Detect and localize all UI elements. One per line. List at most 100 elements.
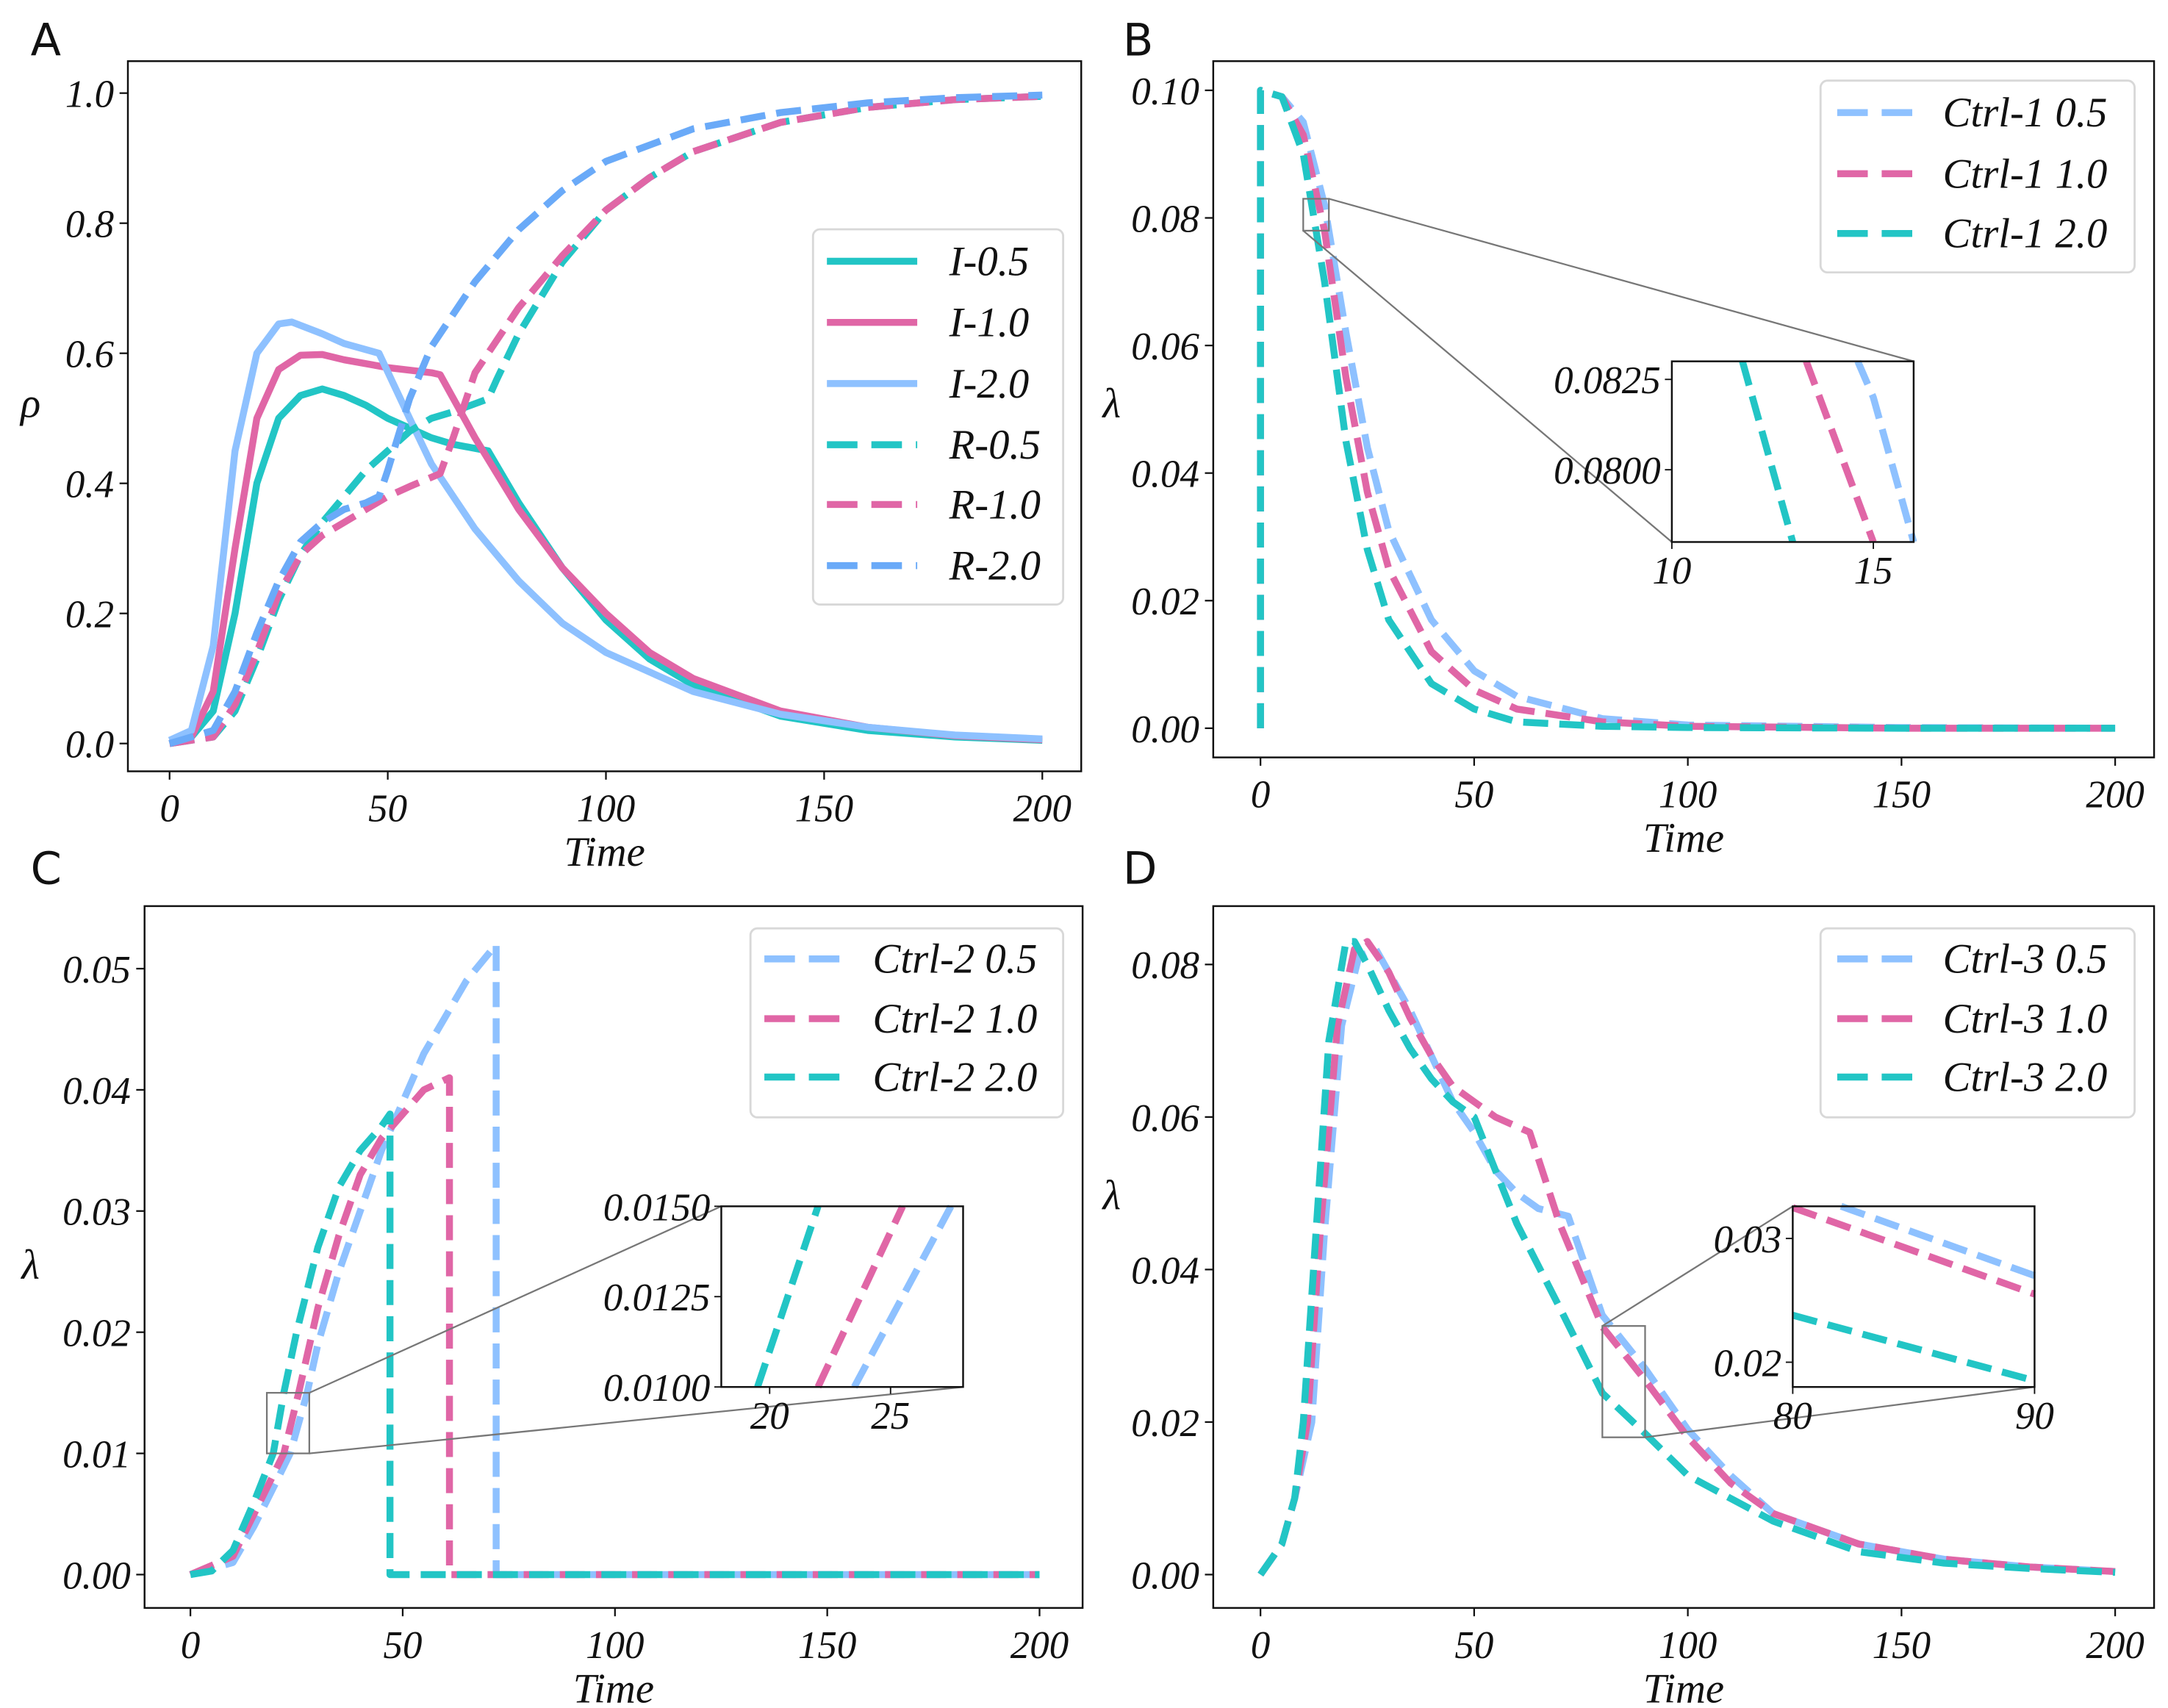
- inset-background: [721, 1206, 963, 1388]
- series-line-I-0.5: [168, 385, 1043, 747]
- legend-label: I-1.0: [949, 300, 1030, 346]
- panel-label: D: [1123, 844, 1157, 895]
- y-tick-label: 0.04: [1131, 453, 1199, 496]
- x-tick-label: 150: [798, 1624, 856, 1667]
- y-tick-label: 0.6: [65, 334, 115, 376]
- panel-C: C 0 50 100 150 200 0.00 0.01 0.02 0.03 0.04 0.05 Tim…: [20, 844, 1084, 1708]
- legend: I-0.5 I-1.0 I-2.0 R-0.5 R-1.0 R-2.0: [811, 228, 1065, 606]
- x-tick-label: 200: [1011, 1624, 1069, 1667]
- inset-background: [1671, 361, 1914, 542]
- x-tick-label: 0: [1251, 1624, 1270, 1667]
- x-tick-label: 100: [586, 1624, 644, 1667]
- legend-label: Ctrl-3 1.0: [1943, 996, 2108, 1042]
- inset-axes: 20 25 0.0100 0.0125 0.0150: [603, 1186, 964, 1438]
- x-axis-label: Time: [564, 829, 645, 875]
- series-line-Ctrl-2-0.5: [189, 941, 1040, 1579]
- y-tick-label: 0.06: [1131, 1097, 1199, 1140]
- inset-y-tick-label: 0.0800: [1554, 450, 1661, 492]
- y-tick-label: 0.02: [1131, 581, 1199, 623]
- zoom-source-box: [1601, 1325, 1646, 1438]
- x-tick-label: 100: [1659, 774, 1717, 817]
- inset-series-line-Ctrl-1-0.5: [1854, 359, 1917, 543]
- series-line-Ctrl-2-1.0: [189, 1074, 1040, 1579]
- x-axis-label: Time: [1643, 815, 1724, 861]
- inset-y-tick-label: 0.02: [1714, 1342, 1782, 1385]
- y-tick-label: 0.01: [62, 1433, 131, 1476]
- series-line-Ctrl-1-2.0: [1257, 87, 2116, 732]
- x-tick-label: 0: [181, 1624, 200, 1667]
- inset-frame: [1792, 1205, 2036, 1388]
- legend-box: [749, 927, 1065, 1119]
- y-tick-label: 0.0: [65, 724, 114, 767]
- legend-label: R-1.0: [949, 481, 1041, 528]
- zoom-connector-line: [309, 1386, 963, 1454]
- y-tick-label: 0.4: [65, 464, 114, 506]
- panel-label: B: [1123, 15, 1154, 67]
- legend-label: Ctrl-2 0.5: [873, 936, 1038, 983]
- x-tick-label: 150: [795, 788, 853, 830]
- legend-label: Ctrl-3 0.5: [1943, 936, 2108, 983]
- panel-label: C: [31, 844, 62, 895]
- legend-label: I-0.5: [949, 238, 1030, 284]
- y-tick-label: 0.10: [1131, 71, 1199, 113]
- zoom-connector-line: [1302, 229, 1673, 543]
- x-tick-label: 200: [2086, 774, 2144, 817]
- y-axis-label: λ: [20, 1242, 40, 1288]
- legend-label: Ctrl-2 2.0: [873, 1054, 1038, 1100]
- series-line-R-1.0: [169, 93, 1043, 747]
- axes-frame: [1212, 905, 2156, 1610]
- x-tick-label: 50: [1454, 774, 1493, 817]
- inset-x-tick-label: 10: [1652, 550, 1691, 592]
- y-tick-label: 0.2: [65, 594, 114, 636]
- inset-x-tick-label: 20: [750, 1395, 789, 1438]
- inset-y-tick-label: 0.03: [1714, 1219, 1782, 1261]
- axes-frame: [126, 60, 1083, 772]
- x-tick-label: 150: [1873, 774, 1931, 817]
- y-tick-label: 0.04: [1131, 1249, 1199, 1292]
- inset-background: [1792, 1206, 2035, 1388]
- legend-box: [1819, 79, 2136, 274]
- series-line-Ctrl-3-2.0: [1257, 938, 2116, 1577]
- y-tick-label: 0.00: [62, 1554, 131, 1597]
- inset-y-tick-label: 0.0125: [603, 1277, 711, 1319]
- panel-A: A 0 50 100 150 200 0.0 0.2 0.4 0.6 0.8 1.0 Time ρ I-0.…: [19, 15, 1083, 875]
- series-line-I-2.0: [168, 318, 1043, 744]
- y-tick-label: 0.08: [1131, 198, 1199, 240]
- inset-x-tick-label: 90: [2015, 1395, 2054, 1438]
- y-tick-label: 0.08: [1131, 944, 1199, 987]
- zoom-source-box: [265, 1391, 310, 1454]
- legend: Ctrl-3 0.5 Ctrl-3 1.0 Ctrl-3 2.0: [1819, 927, 2136, 1119]
- zoom-source-box: [1302, 198, 1330, 232]
- inset-frame: [1670, 360, 1915, 543]
- inset-y-tick-label: 0.0150: [603, 1186, 711, 1229]
- legend-label: Ctrl-2 1.0: [873, 996, 1038, 1042]
- inset-axes: 10 15 0.0800 0.0825: [1554, 359, 1917, 592]
- legend-label: I-2.0: [949, 361, 1030, 407]
- y-tick-label: 0.00: [1131, 1554, 1199, 1597]
- series-line-Ctrl-3-1.0: [1257, 938, 2116, 1577]
- panel-label: A: [31, 15, 61, 67]
- y-axis-label: λ: [1102, 380, 1121, 426]
- legend-label: Ctrl-1 0.5: [1943, 90, 2108, 136]
- x-tick-label: 0: [160, 788, 179, 830]
- inset-y-tick-label: 0.0825: [1554, 359, 1661, 402]
- inset-series-line-Ctrl-3-2.0: [1792, 1312, 2036, 1385]
- y-tick-label: 0.06: [1131, 326, 1199, 368]
- legend-label: R-0.5: [949, 422, 1041, 468]
- inset-x-tick-label: 80: [1773, 1395, 1812, 1438]
- inset-x-tick-label: 25: [871, 1395, 910, 1438]
- inset-series-line-Ctrl-1-1.0: [1803, 360, 1877, 544]
- inset-x-tick-label: 15: [1854, 550, 1893, 592]
- y-tick-label: 0.03: [62, 1191, 131, 1234]
- y-axis-label: λ: [1102, 1172, 1121, 1219]
- y-tick-label: 0.00: [1131, 708, 1199, 751]
- legend-label: Ctrl-1 1.0: [1943, 151, 2108, 197]
- x-axis-label: Time: [1643, 1665, 1724, 1708]
- series-line-R-2.0: [168, 91, 1043, 747]
- x-tick-label: 200: [1013, 788, 1072, 830]
- y-tick-label: 0.02: [62, 1313, 131, 1355]
- x-tick-label: 0: [1251, 774, 1270, 817]
- zoom-connector-line: [1601, 1205, 1793, 1327]
